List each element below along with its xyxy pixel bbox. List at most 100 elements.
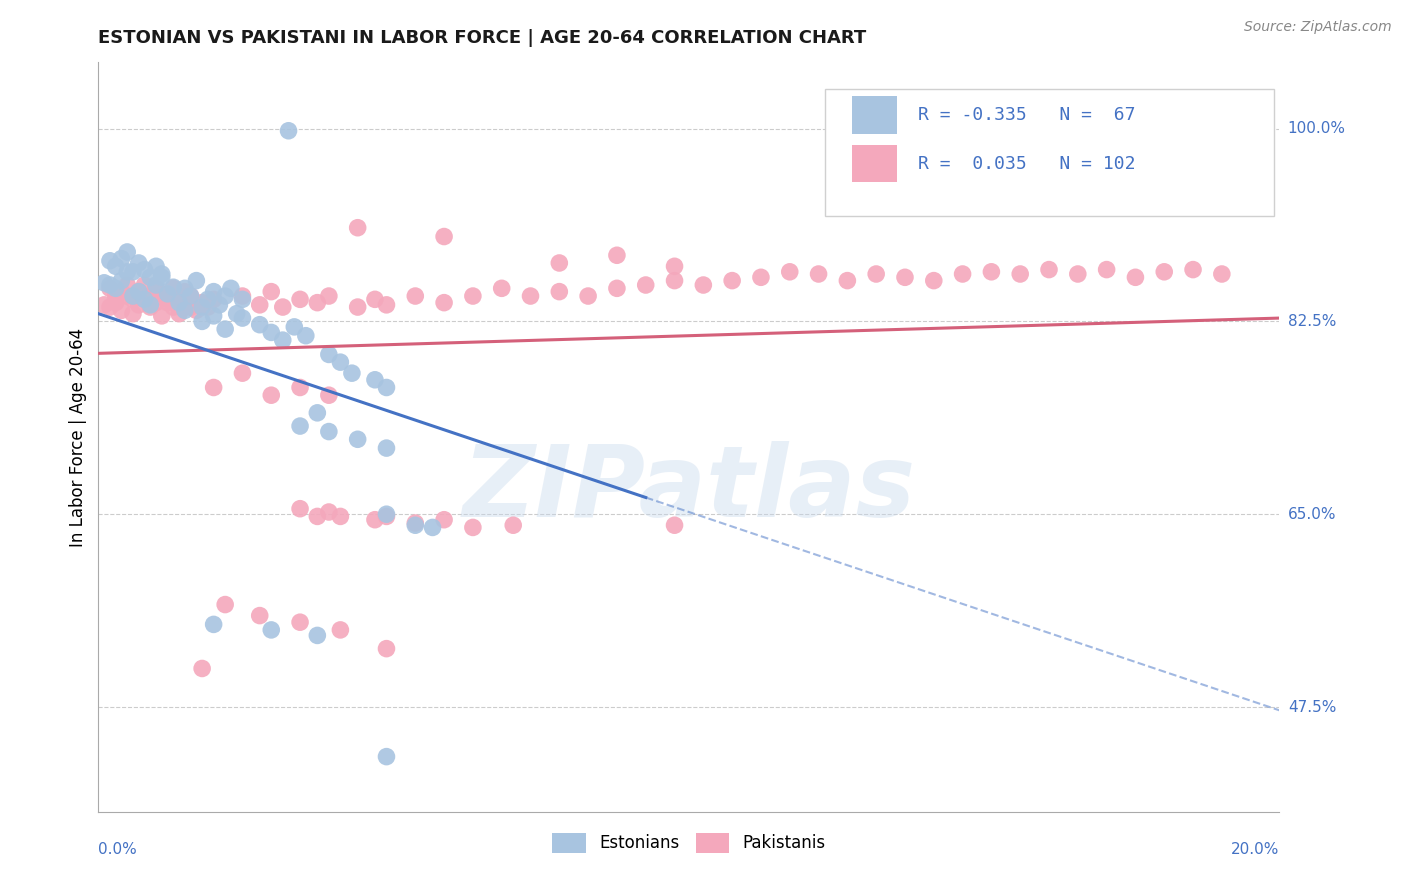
Point [122,293,145,307]
Point [318,505,340,519]
Text: 65.0%: 65.0% [1288,507,1336,522]
Text: 20.0%: 20.0% [1232,842,1279,857]
Point [721,274,744,288]
Point [288,380,311,394]
Point [548,285,571,299]
Point [214,598,236,612]
Point [128,285,150,299]
Point [156,293,179,307]
Point [329,623,352,637]
Point [664,518,686,533]
Point [922,274,945,288]
Point [433,513,456,527]
Point [1125,270,1147,285]
Point [139,300,162,314]
Point [1153,265,1175,279]
Point [375,641,398,656]
Point [606,281,628,295]
Point [404,518,426,533]
Point [186,274,208,288]
Point [128,298,150,312]
Point [271,300,294,314]
Point [139,289,162,303]
Point [202,285,225,299]
Point [271,333,294,347]
Point [128,256,150,270]
Text: R = -0.335   N =  67: R = -0.335 N = 67 [918,106,1136,124]
Point [952,267,974,281]
Point [98,300,121,314]
Point [340,366,363,380]
Text: 47.5%: 47.5% [1288,699,1336,714]
Point [404,289,426,303]
Point [576,289,599,303]
Point [145,281,167,295]
Point [110,252,132,266]
Point [249,608,271,623]
Text: R =  0.035   N = 102: R = 0.035 N = 102 [918,154,1136,172]
Point [150,267,173,281]
Point [318,289,340,303]
Point [191,295,214,310]
Point [115,244,138,259]
Point [634,278,657,293]
Point [162,300,184,314]
Point [104,289,127,303]
Point [364,513,387,527]
Point [295,328,318,343]
Point [202,309,225,323]
Text: ESTONIAN VS PAKISTANI IN LABOR FORCE | AGE 20-64 CORRELATION CHART: ESTONIAN VS PAKISTANI IN LABOR FORCE | A… [98,29,866,47]
Point [191,661,214,675]
Point [260,326,283,340]
Point [461,289,484,303]
Point [150,286,173,301]
FancyBboxPatch shape [852,96,897,134]
Point [197,300,219,314]
Point [980,265,1002,279]
Point [1227,120,1250,134]
Point [186,303,208,318]
Point [375,749,398,764]
Point [548,256,571,270]
Point [502,518,524,533]
Point [202,617,225,632]
Point [93,298,115,312]
Point [150,309,173,323]
Point [110,303,132,318]
Point [249,318,271,332]
Point [134,278,156,293]
Point [318,388,340,402]
Point [115,289,138,303]
Point [318,425,340,439]
Point [162,281,184,295]
Point [104,260,127,274]
Y-axis label: In Labor Force | Age 20-64: In Labor Force | Age 20-64 [69,327,87,547]
Point [110,285,132,299]
Point [346,220,368,235]
Point [260,623,283,637]
Point [167,295,190,310]
Text: Source: ZipAtlas.com: Source: ZipAtlas.com [1244,20,1392,34]
Point [134,262,156,277]
FancyBboxPatch shape [852,145,897,182]
Point [307,295,329,310]
Point [346,300,368,314]
Point [231,366,253,380]
Point [122,265,145,279]
Point [1067,267,1090,281]
Point [364,373,387,387]
Point [173,298,195,312]
Point [288,615,311,630]
Point [134,293,156,307]
Point [1038,262,1060,277]
Text: ZIPatlas: ZIPatlas [463,441,915,538]
Point [329,509,352,524]
Text: 100.0%: 100.0% [1288,121,1346,136]
Point [110,274,132,288]
Point [214,322,236,336]
Point [779,265,801,279]
Point [180,300,202,314]
Point [173,285,195,299]
Point [98,278,121,293]
Point [180,289,202,303]
